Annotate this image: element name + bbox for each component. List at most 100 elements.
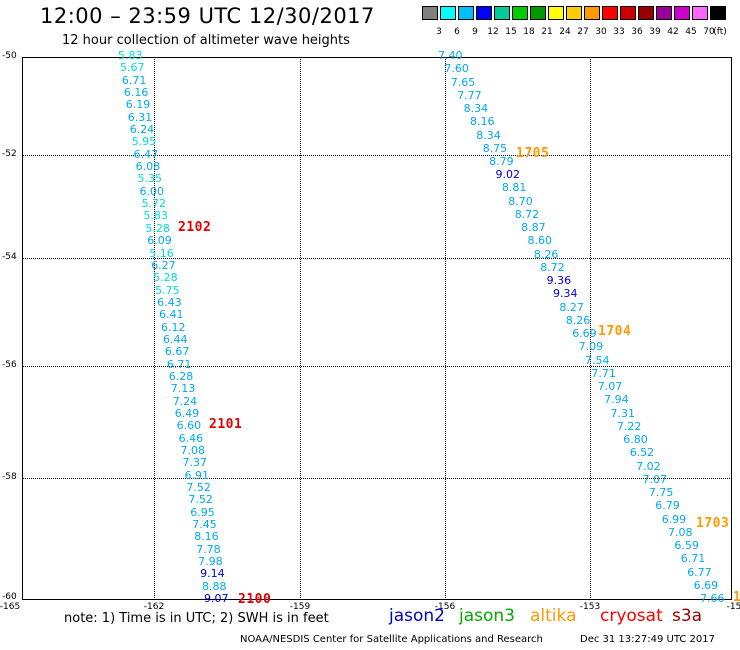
swh-value: 5.72: [141, 197, 167, 211]
scale-swatch: [458, 6, 474, 20]
scale-swatch: [422, 6, 438, 20]
legend-cryosat: cryosat: [600, 606, 663, 626]
swh-value: 5.16: [149, 246, 174, 260]
pass-time-label: 1703: [696, 516, 730, 531]
scale-label: 15: [505, 27, 517, 37]
swh-value: 7.54: [585, 353, 610, 367]
longitude-label: -156: [434, 602, 456, 612]
scale-swatch: [512, 6, 528, 20]
swh-value: 6.44: [163, 332, 188, 346]
latitude-label: -54: [2, 252, 17, 262]
scale-label: 18: [523, 27, 535, 37]
swh-value: 8.34: [476, 128, 501, 142]
swh-value: 6.71: [166, 357, 192, 371]
swh-value: 6.80: [623, 433, 648, 447]
meridian-line: [300, 57, 301, 600]
swh-value: 8.34: [463, 102, 489, 115]
swh-value: 9.14: [200, 567, 225, 581]
swh-value: 7.37: [182, 456, 208, 470]
swh-value: 5.28: [153, 271, 178, 285]
pass-time-label: 2102: [178, 220, 212, 235]
scale-unit: (ft): [713, 27, 727, 37]
swh-value: 6.47: [133, 147, 159, 161]
swh-value: 7.94: [604, 393, 629, 407]
swh-value: 5.83: [118, 49, 143, 62]
pass-time-label: 1: [733, 590, 740, 605]
swh-value: 8.16: [194, 530, 219, 544]
swh-value: 6.24: [129, 123, 155, 136]
pass-time-label: 1704: [598, 324, 632, 339]
scale-swatch: [692, 6, 708, 20]
swh-value: 8.26: [533, 247, 559, 261]
swh-value: 7.07: [642, 472, 668, 486]
scale-label: 24: [559, 27, 571, 37]
meridian-line: [445, 57, 446, 600]
swh-value: 6.52: [629, 446, 655, 460]
swh-value: 6.71: [121, 73, 147, 87]
latitude-label: -60: [2, 592, 17, 602]
swh-value: 7.52: [188, 493, 213, 507]
swh-value: 7.08: [180, 443, 206, 457]
map-subtitle: 12 hour collection of altimeter wave hei…: [62, 33, 350, 48]
scale-label: 70: [703, 27, 715, 37]
swh-value: 7.98: [198, 555, 223, 568]
swh-value: 8.81: [501, 181, 527, 195]
latitude-label: -52: [2, 149, 17, 159]
swh-value: 9.02: [495, 168, 521, 182]
swh-value: 5.28: [145, 221, 170, 235]
swh-value: 6.59: [674, 539, 699, 552]
scale-label: 33: [613, 27, 625, 37]
scale-swatch: [566, 6, 582, 20]
swh-value: 8.70: [508, 194, 533, 208]
longitude-label: -153: [579, 602, 601, 612]
scale-swatch: [530, 6, 546, 20]
scale-label: 6: [454, 27, 460, 37]
swh-value: 6.99: [661, 512, 687, 526]
parallel-line: [22, 366, 732, 367]
scale-swatch: [710, 6, 726, 20]
swh-value: 7.09: [578, 340, 604, 354]
swh-value: 6.91: [184, 468, 210, 482]
swh-value: 9.34: [553, 287, 578, 301]
swh-value: 6.12: [161, 320, 186, 334]
swh-value: 8.87: [521, 221, 546, 235]
scale-label: 30: [595, 27, 607, 37]
scale-swatch: [674, 6, 690, 20]
swh-value: 5.35: [137, 172, 163, 186]
swh-value: 8.88: [202, 579, 227, 593]
swh-value: 7.02: [636, 459, 661, 473]
footer-credit: NOAA/NESDIS Center for Satellite Applica…: [240, 634, 543, 645]
swh-value: 6.00: [139, 184, 165, 198]
swh-value: 7.13: [170, 382, 196, 396]
swh-value: 8.72: [514, 207, 540, 221]
swh-value: 6.41: [159, 308, 184, 322]
meridian-line: [154, 57, 155, 600]
scale-swatch: [584, 6, 600, 20]
swh-value: 6.16: [123, 86, 149, 99]
swh-value: 6.28: [168, 369, 194, 383]
swh-value: 7.40: [438, 49, 463, 62]
swh-value: 6.60: [176, 419, 202, 433]
scale-label: 42: [667, 27, 679, 37]
swh-value: 7.65: [450, 75, 476, 89]
swh-value: 8.72: [540, 260, 565, 274]
scale-swatch: [602, 6, 618, 20]
legend-s3a: s3a: [672, 606, 703, 626]
latitude-label: -56: [2, 360, 17, 370]
swh-value: 7.77: [457, 88, 482, 102]
parallel-line: [22, 258, 732, 259]
pass-time-label: 2101: [209, 417, 243, 432]
swh-value: 8.79: [489, 155, 514, 168]
swh-value: 6.77: [687, 565, 712, 579]
map-frame: [22, 57, 732, 600]
swh-value: 7.60: [444, 62, 469, 76]
scale-swatch: [656, 6, 672, 20]
longitude-label: -15: [726, 602, 740, 612]
scale-swatch: [494, 6, 510, 20]
swh-value: 6.43: [157, 295, 182, 309]
meridian-line: [590, 57, 591, 600]
scale-label: 21: [541, 27, 553, 37]
swh-value: 7.75: [648, 486, 674, 499]
swh-value: 6.71: [680, 552, 706, 566]
legend-altika: altika: [530, 606, 577, 626]
